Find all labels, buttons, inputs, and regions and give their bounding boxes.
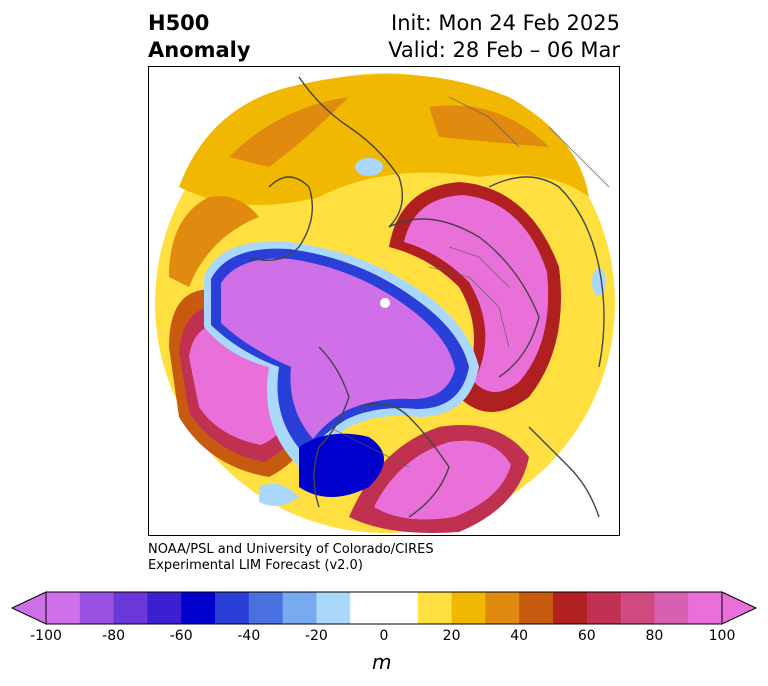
pacific-weak-negative — [259, 483, 299, 506]
colorbar-segment — [147, 592, 182, 624]
colorbar-tick-label: -40 — [237, 628, 261, 644]
credit-line-2: Experimental LIM Forecast (v2.0) — [148, 558, 363, 573]
title-left: H500 Anomaly — [148, 10, 251, 64]
colorbar-segment — [79, 592, 115, 624]
coastline-asia-east — [488, 176, 605, 368]
valid-dates: Valid: 28 Feb – 06 Mar — [388, 38, 620, 62]
small-negative-patch — [355, 158, 383, 176]
colorbar-tick-label: -80 — [102, 628, 126, 644]
border-1 — [428, 266, 510, 348]
map-svg — [149, 67, 619, 535]
title-right: Init: Mon 24 Feb 2025 Valid: 28 Feb – 06… — [388, 10, 620, 64]
colorbar-segment — [654, 592, 689, 624]
title-field: Anomaly — [148, 38, 251, 62]
us-negative-core — [299, 433, 384, 497]
coastlines — [248, 76, 605, 518]
colorbar-segment — [181, 592, 216, 624]
colorbar-segment — [316, 592, 351, 624]
colorbar-segment — [553, 592, 588, 624]
colorbar-ticks: -100 -80 -60 -40 -20 0 20 40 60 80 100 — [0, 628, 768, 648]
east-na-positive-core — [374, 440, 511, 520]
coastline-canada — [358, 403, 450, 518]
colorbar-tick-label: 40 — [510, 628, 529, 644]
arctic-negative-core — [221, 258, 455, 439]
colorbar-tick-label: -20 — [304, 628, 328, 644]
colorbar-tick-label: 20 — [442, 628, 461, 644]
colorbar-segment — [282, 592, 317, 624]
colorbar-extend-high — [721, 591, 758, 625]
colorbar-tick-label: -100 — [30, 628, 62, 644]
colorbar-segment — [688, 592, 723, 624]
coastline-greenland — [298, 76, 403, 228]
colorbar-extend-low — [10, 591, 47, 625]
colorbar-tick-label: 80 — [645, 628, 664, 644]
colorbar-segment — [519, 592, 554, 624]
credits: NOAA/PSL and University of Colorado/CIRE… — [148, 542, 434, 574]
colorbar-segment — [113, 592, 148, 624]
coastline-scandinavia — [248, 176, 314, 261]
colorbar-segment — [350, 592, 385, 624]
colorbar-segment — [417, 592, 453, 624]
anomaly-map — [148, 66, 620, 536]
title-variable: H500 — [148, 11, 210, 35]
colorbar-segment — [485, 592, 520, 624]
colorbar — [10, 591, 758, 625]
border-4 — [548, 126, 610, 188]
north-pole-marker — [380, 298, 390, 308]
eurasia-positive-core — [404, 195, 549, 392]
coastline-alaska — [313, 346, 350, 508]
colorbar-segment — [620, 592, 655, 624]
colorbar-segment — [451, 592, 486, 624]
small-negative-east — [592, 268, 606, 296]
colorbar-segment — [215, 592, 250, 624]
borders — [328, 96, 610, 468]
border-5 — [448, 96, 520, 148]
north-positive-core-2 — [429, 105, 549, 147]
colorbar-frame — [45, 591, 723, 625]
colorbar-tick-label: 60 — [577, 628, 596, 644]
border-2 — [448, 246, 510, 288]
north-positive-core-1 — [229, 97, 349, 167]
north-positive-band — [179, 74, 589, 205]
colorbar-tick-label: 0 — [379, 628, 389, 644]
border-3 — [328, 426, 410, 468]
colorbar-tick-label: 100 — [708, 628, 736, 644]
colorbar-segment — [46, 592, 81, 624]
colorbar-segment — [248, 592, 284, 624]
colorbar-tick-label: -60 — [169, 628, 193, 644]
credit-line-1: NOAA/PSL and University of Colorado/CIRE… — [148, 542, 434, 557]
coastline-siberia — [388, 218, 540, 378]
init-date: Init: Mon 24 Feb 2025 — [391, 11, 620, 35]
west-positive-edge — [169, 196, 259, 287]
colorbar-unit: m — [372, 650, 392, 674]
coastline-us-east — [528, 426, 600, 518]
colorbar-segment — [384, 592, 419, 624]
colorbar-segment — [586, 592, 622, 624]
